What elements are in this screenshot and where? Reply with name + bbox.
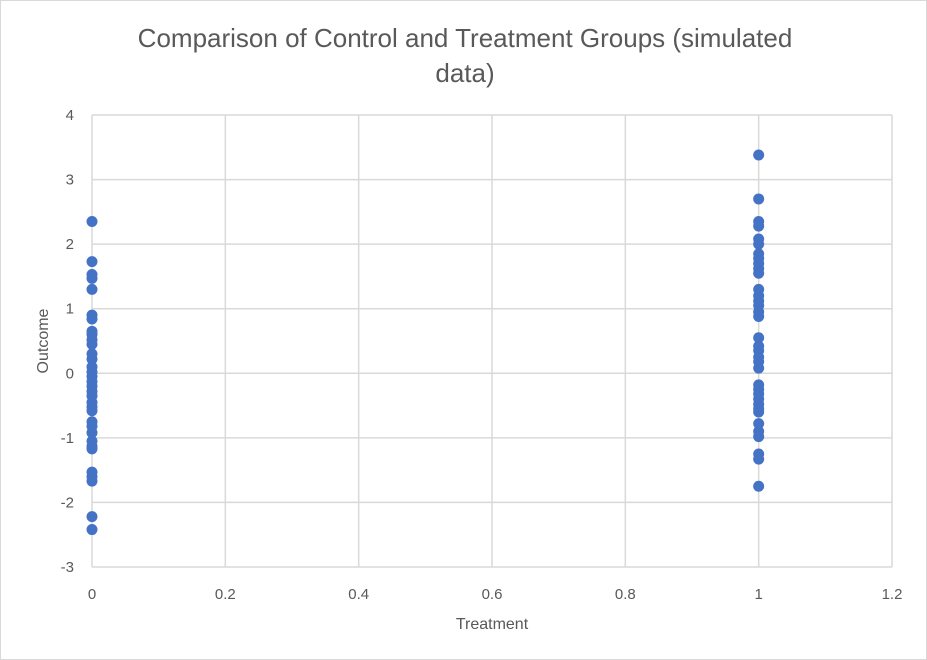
y-tick-label: -2 (61, 494, 74, 511)
x-tick-label: 0.8 (615, 586, 636, 603)
x-tick-label: 0 (88, 586, 96, 603)
gridlines (91, 114, 893, 568)
data-point (86, 511, 98, 523)
data-point (86, 338, 98, 350)
x-tick-label: 1.2 (882, 586, 903, 603)
data-point (86, 524, 98, 536)
x-axis-title: Treatment (456, 616, 529, 633)
data-point (753, 431, 765, 443)
data-point (86, 313, 98, 325)
data-point (753, 332, 765, 344)
y-tick-label: -1 (61, 430, 74, 447)
data-point (753, 362, 765, 374)
y-tick-label: 1 (66, 301, 74, 318)
data-point (753, 193, 765, 205)
x-tick-label: 0.6 (482, 586, 503, 603)
x-tick-label: 0.2 (215, 586, 236, 603)
y-tick-label: 0 (66, 365, 74, 382)
data-point (753, 238, 765, 250)
y-tick-label: 4 (66, 107, 74, 124)
chart-title-line-2: data) (435, 58, 494, 88)
data-point (86, 216, 98, 228)
data-point (86, 272, 98, 284)
data-point (753, 149, 765, 161)
data-point (86, 283, 98, 295)
data-point (86, 443, 98, 455)
data-point (753, 480, 765, 492)
data-point (753, 453, 765, 465)
data-point (86, 405, 98, 417)
data-points (86, 149, 765, 536)
data-point (753, 310, 765, 322)
y-tick-label: -3 (61, 559, 74, 576)
data-point (753, 406, 765, 418)
data-point (753, 220, 765, 232)
y-tick-label: 3 (66, 172, 74, 189)
data-point (753, 267, 765, 279)
data-point (86, 427, 98, 439)
data-point (86, 475, 98, 487)
chart-title-line-1: Comparison of Control and Treatment Grou… (138, 23, 793, 53)
data-point (86, 353, 98, 365)
data-point (753, 418, 765, 430)
tick-labels: -3 -2 -1 0 1 2 3 4 0 0.2 0.4 0.6 0.8 1 1.2 (61, 107, 903, 603)
x-tick-label: 1 (754, 586, 762, 603)
x-tick-label: 0.4 (348, 586, 369, 603)
y-tick-label: 2 (66, 236, 74, 253)
data-point (86, 256, 98, 268)
y-axis-title: Outcome (35, 308, 52, 373)
